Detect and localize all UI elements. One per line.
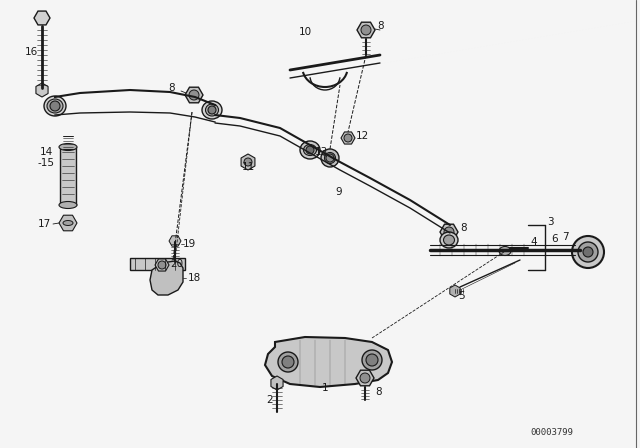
- Polygon shape: [341, 132, 355, 144]
- Polygon shape: [59, 215, 77, 231]
- Text: 5: 5: [458, 291, 465, 301]
- Polygon shape: [185, 87, 203, 103]
- Ellipse shape: [47, 99, 63, 113]
- Polygon shape: [130, 258, 185, 270]
- Circle shape: [444, 227, 454, 237]
- Bar: [60, 147, 76, 205]
- Ellipse shape: [59, 143, 77, 151]
- Polygon shape: [450, 285, 460, 297]
- Text: 00003799: 00003799: [530, 427, 573, 436]
- Circle shape: [50, 101, 60, 111]
- Circle shape: [208, 106, 216, 114]
- Ellipse shape: [44, 96, 66, 116]
- Ellipse shape: [440, 232, 458, 248]
- Text: 8: 8: [377, 21, 383, 31]
- Text: 7: 7: [562, 232, 568, 242]
- Ellipse shape: [205, 104, 218, 116]
- Circle shape: [282, 356, 294, 368]
- Ellipse shape: [202, 101, 222, 119]
- Text: 8: 8: [375, 387, 381, 397]
- Polygon shape: [36, 83, 48, 97]
- Ellipse shape: [63, 220, 73, 225]
- Text: -15: -15: [38, 158, 55, 168]
- Circle shape: [362, 350, 382, 370]
- Ellipse shape: [59, 202, 77, 208]
- Circle shape: [361, 25, 371, 35]
- Ellipse shape: [303, 145, 317, 155]
- Text: 9: 9: [335, 187, 342, 197]
- Polygon shape: [357, 22, 375, 38]
- Circle shape: [572, 236, 604, 268]
- Circle shape: [578, 242, 598, 262]
- Text: 16: 16: [25, 47, 38, 57]
- Ellipse shape: [444, 235, 454, 245]
- Ellipse shape: [499, 246, 511, 255]
- Text: 19: 19: [183, 239, 196, 249]
- Text: 2: 2: [266, 395, 273, 405]
- Circle shape: [158, 261, 166, 269]
- Polygon shape: [169, 236, 181, 246]
- Text: 11: 11: [242, 162, 255, 172]
- Text: 8: 8: [168, 83, 175, 93]
- Circle shape: [278, 352, 298, 372]
- Text: 14: 14: [40, 147, 53, 157]
- Polygon shape: [356, 370, 374, 386]
- Circle shape: [244, 158, 252, 166]
- Text: 4: 4: [530, 237, 536, 247]
- Text: 20: 20: [170, 259, 183, 269]
- Text: 10: 10: [299, 27, 312, 37]
- Polygon shape: [440, 224, 458, 240]
- Text: 8: 8: [460, 223, 467, 233]
- Text: 3: 3: [547, 217, 554, 227]
- Text: 6: 6: [551, 234, 557, 244]
- Polygon shape: [265, 337, 392, 387]
- Text: 1: 1: [322, 383, 328, 393]
- Text: 18: 18: [188, 273, 201, 283]
- Text: 13: 13: [315, 147, 328, 157]
- Polygon shape: [155, 259, 169, 271]
- Polygon shape: [34, 11, 50, 25]
- Circle shape: [306, 146, 314, 154]
- Polygon shape: [241, 154, 255, 170]
- Ellipse shape: [300, 141, 320, 159]
- Circle shape: [189, 90, 199, 100]
- Ellipse shape: [321, 149, 339, 167]
- Polygon shape: [150, 261, 183, 295]
- Circle shape: [366, 354, 378, 366]
- Ellipse shape: [324, 152, 335, 164]
- Circle shape: [360, 373, 370, 383]
- Circle shape: [583, 247, 593, 257]
- Circle shape: [344, 134, 352, 142]
- Polygon shape: [271, 376, 283, 390]
- Text: 17: 17: [38, 219, 51, 229]
- Text: 12: 12: [356, 131, 369, 141]
